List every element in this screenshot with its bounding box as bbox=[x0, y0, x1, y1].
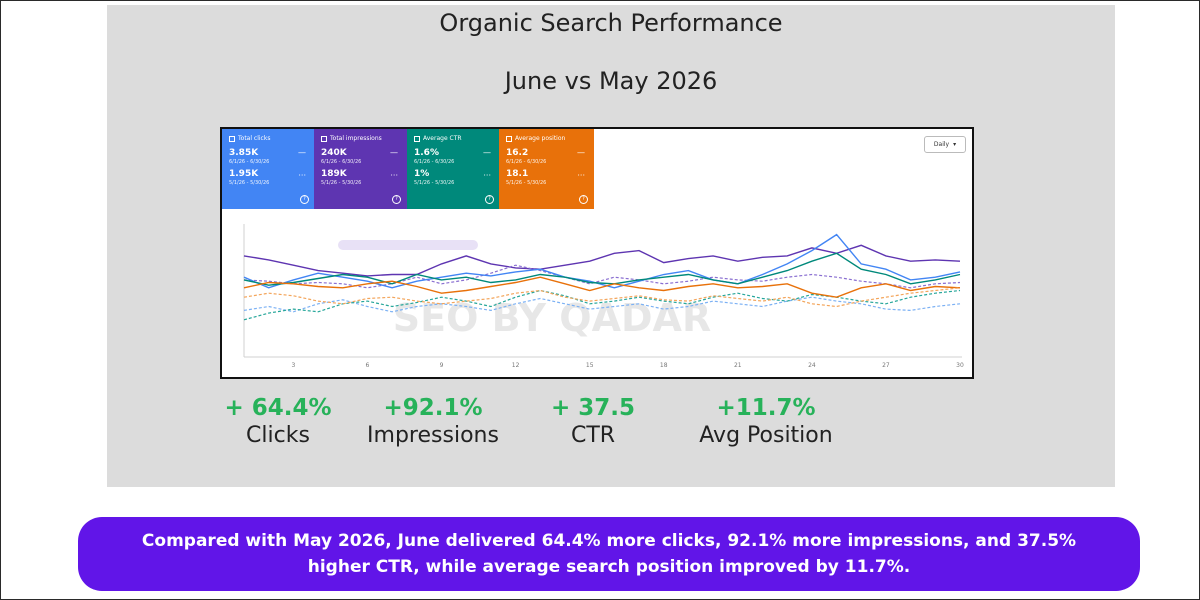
series-line-2 bbox=[243, 233, 961, 289]
stat-change: + 64.4% bbox=[224, 395, 332, 421]
checkbox-icon[interactable] bbox=[414, 135, 420, 142]
x-tick-label: 9 bbox=[440, 362, 444, 369]
help-icon[interactable]: ? bbox=[485, 195, 494, 204]
metric-current-value: 240K bbox=[321, 148, 347, 158]
metric-card-label: Average position bbox=[515, 135, 566, 142]
x-tick-label: 27 bbox=[882, 362, 890, 369]
x-tick-label: 18 bbox=[660, 362, 668, 369]
series-line-6 bbox=[243, 276, 961, 298]
series-line-3 bbox=[243, 296, 961, 313]
metric-card-label: Total clicks bbox=[238, 135, 271, 142]
metric-current-range: 6/1/26 - 6/30/26 bbox=[506, 159, 547, 165]
metric-previous-range: 5/1/26 - 5/30/26 bbox=[414, 180, 455, 186]
stat-metric-name: Clicks bbox=[246, 423, 310, 448]
x-tick-label: 30 bbox=[956, 362, 964, 369]
metric-current-range: 6/1/26 - 6/30/26 bbox=[414, 159, 455, 165]
x-tick-label: 6 bbox=[365, 362, 369, 369]
checkbox-icon[interactable] bbox=[506, 135, 512, 142]
solid-line-legend-icon: — bbox=[483, 148, 491, 157]
metric-previous-value: 1% bbox=[414, 169, 430, 179]
metric-card-0[interactable]: Total clicks 3.85K 6/1/26 - 6/30/26 1.95K 5/… bbox=[222, 129, 315, 209]
metric-card-label-row: Total clicks bbox=[229, 135, 308, 142]
stat-change: +92.1% bbox=[383, 395, 483, 421]
caret-down-icon: ▾ bbox=[953, 141, 957, 148]
checkbox-icon[interactable] bbox=[321, 135, 327, 142]
metric-previous-range: 5/1/26 - 5/30/26 bbox=[229, 180, 270, 186]
stat-0: + 64.4% Clicks bbox=[188, 395, 368, 448]
x-tick-label: 3 bbox=[291, 362, 295, 369]
summary-banner: Compared with May 2026, June delivered 6… bbox=[78, 517, 1140, 591]
metric-card-label-row: Average CTR bbox=[414, 135, 493, 142]
metric-current-value: 3.85K bbox=[229, 148, 259, 158]
metric-previous-value: 18.1 bbox=[506, 169, 529, 179]
metric-previous-value: 1.95K bbox=[229, 169, 259, 179]
series-line-7 bbox=[243, 287, 961, 308]
metric-previous-range: 5/1/26 - 5/30/26 bbox=[321, 180, 362, 186]
solid-line-legend-icon: — bbox=[577, 148, 585, 157]
stat-metric-name: Impressions bbox=[367, 423, 499, 448]
x-tick-label: 12 bbox=[512, 362, 520, 369]
metric-current-value: 16.2 bbox=[506, 148, 529, 158]
metric-card-label-row: Total impressions bbox=[321, 135, 400, 142]
help-icon[interactable]: ? bbox=[300, 195, 309, 204]
x-tick-label: 24 bbox=[808, 362, 816, 369]
x-tick-label: 15 bbox=[586, 362, 594, 369]
stat-3: +11.7% Avg Position bbox=[676, 395, 856, 448]
metric-previous-value: 189K bbox=[321, 169, 347, 179]
help-icon[interactable]: ? bbox=[392, 195, 401, 204]
search-console-screenshot: Total clicks 3.85K 6/1/26 - 6/30/26 1.95K 5/… bbox=[220, 127, 974, 379]
daily-dropdown-label: Daily bbox=[933, 141, 950, 148]
metric-previous-range: 5/1/26 - 5/30/26 bbox=[506, 180, 547, 186]
dashed-line-legend-icon: ··· bbox=[390, 171, 398, 180]
metric-card-label: Total impressions bbox=[330, 135, 382, 142]
metric-card-label-row: Average position bbox=[506, 135, 587, 142]
report-title: Organic Search Performance bbox=[439, 9, 783, 37]
stat-1: +92.1% Impressions bbox=[343, 395, 523, 448]
metric-card-3[interactable]: Average position 16.2 6/1/26 - 6/30/26 18.1… bbox=[499, 129, 594, 209]
solid-line-legend-icon: — bbox=[298, 148, 306, 157]
solid-line-legend-icon: — bbox=[390, 148, 398, 157]
metric-current-range: 6/1/26 - 6/30/26 bbox=[229, 159, 270, 165]
series-line-4 bbox=[243, 252, 961, 286]
stat-change: + 37.5 bbox=[550, 395, 636, 421]
metric-current-range: 6/1/26 - 6/30/26 bbox=[321, 159, 362, 165]
metric-card-2[interactable]: Average CTR 1.6% 6/1/26 - 6/30/26 1% 5/1/26 … bbox=[407, 129, 500, 209]
stat-metric-name: Avg Position bbox=[699, 423, 833, 448]
metric-card-label: Average CTR bbox=[423, 135, 462, 142]
stat-change: +11.7% bbox=[716, 395, 816, 421]
series-line-1 bbox=[243, 264, 961, 289]
dashed-line-legend-icon: ··· bbox=[483, 171, 491, 180]
stat-metric-name: CTR bbox=[570, 423, 616, 448]
hover-highlight bbox=[338, 240, 478, 250]
dashed-line-legend-icon: ··· bbox=[577, 171, 585, 180]
summary-text: Compared with May 2026, June delivered 6… bbox=[141, 531, 1077, 577]
series-line-5 bbox=[243, 289, 961, 321]
daily-dropdown[interactable]: Daily ▾ bbox=[924, 136, 966, 153]
performance-line-chart: SEO BY QADAR 3 6 9 12 15 18 21 24 27 30 bbox=[243, 224, 964, 369]
dashed-line-legend-icon: ··· bbox=[298, 171, 306, 180]
watermark: SEO BY QADAR bbox=[393, 296, 711, 340]
checkbox-icon[interactable] bbox=[229, 135, 235, 142]
help-icon[interactable]: ? bbox=[579, 195, 588, 204]
x-tick-label: 21 bbox=[734, 362, 742, 369]
metric-card-1[interactable]: Total impressions 240K 6/1/26 - 6/30/26 189… bbox=[314, 129, 407, 209]
series-line-0 bbox=[243, 244, 961, 277]
metric-current-value: 1.6% bbox=[414, 148, 439, 158]
stat-2: + 37.5 CTR bbox=[503, 395, 683, 448]
report-period: June vs May 2026 bbox=[504, 67, 718, 95]
